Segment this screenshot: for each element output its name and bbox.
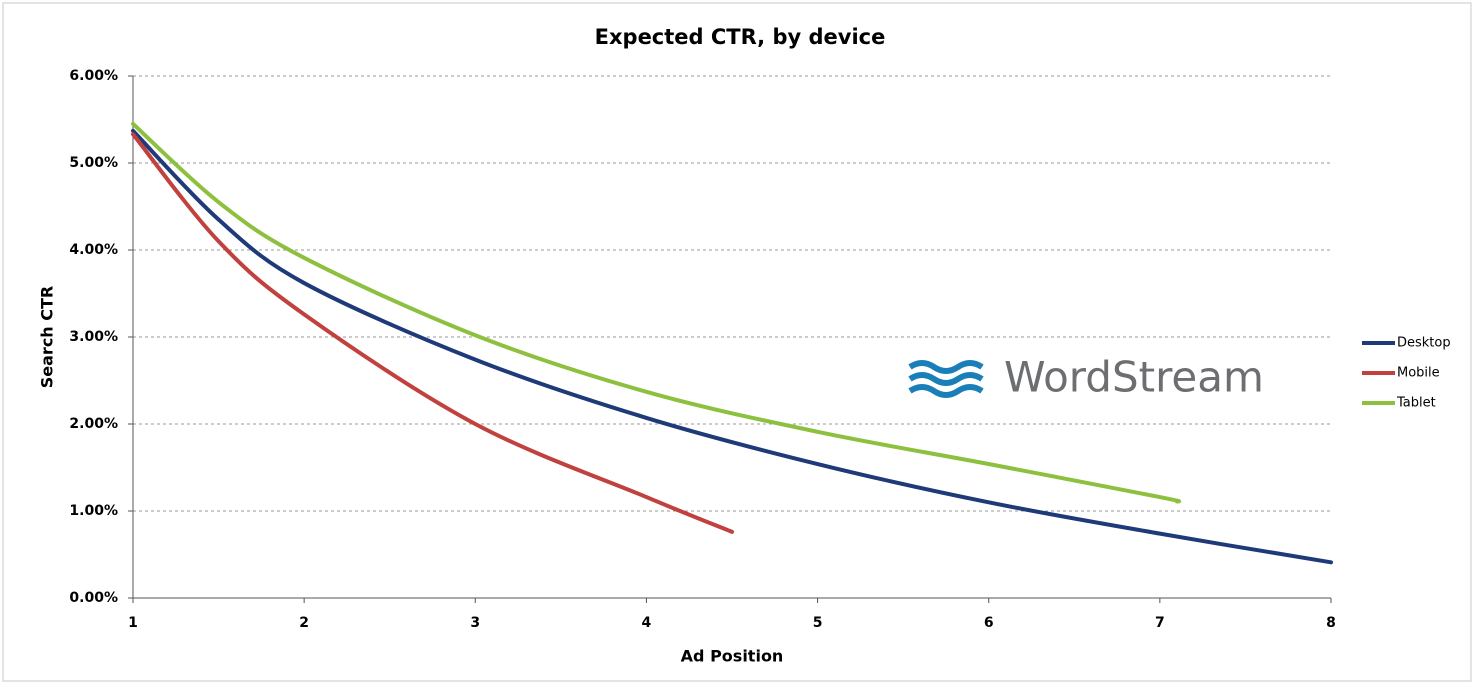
x-tick-label: 5 xyxy=(813,615,823,631)
series-line xyxy=(131,121,1182,504)
legend-label: Mobile xyxy=(1397,366,1440,381)
x-axis-title: Ad Position xyxy=(681,647,784,666)
y-tick-label: 4.00% xyxy=(69,242,118,258)
x-tick-label: 3 xyxy=(470,615,480,631)
y-tick-label: 5.00% xyxy=(69,155,118,171)
legend-label: Tablet xyxy=(1396,396,1436,411)
x-tick-label: 4 xyxy=(642,615,652,631)
y-tick-label: 0.00% xyxy=(69,590,118,606)
legend-label: Desktop xyxy=(1397,336,1451,351)
x-tick-label: 1 xyxy=(128,615,138,631)
x-tick-label: 2 xyxy=(299,615,309,631)
x-tick-label: 7 xyxy=(1155,615,1165,631)
y-tick-label: 6.00% xyxy=(69,68,118,84)
series-line xyxy=(131,132,734,534)
y-tick-label: 1.00% xyxy=(69,503,118,519)
y-axis-title: Search CTR xyxy=(38,286,57,388)
x-tick-label: 6 xyxy=(984,615,994,631)
y-tick-label: 2.00% xyxy=(69,416,118,432)
y-tick-label: 3.00% xyxy=(69,329,118,345)
watermark-logo xyxy=(908,360,984,398)
series-line xyxy=(131,128,1333,565)
x-tick-label: 8 xyxy=(1326,615,1336,631)
chart-title: Expected CTR, by device xyxy=(595,25,886,49)
watermark: WordStream xyxy=(1004,353,1264,402)
